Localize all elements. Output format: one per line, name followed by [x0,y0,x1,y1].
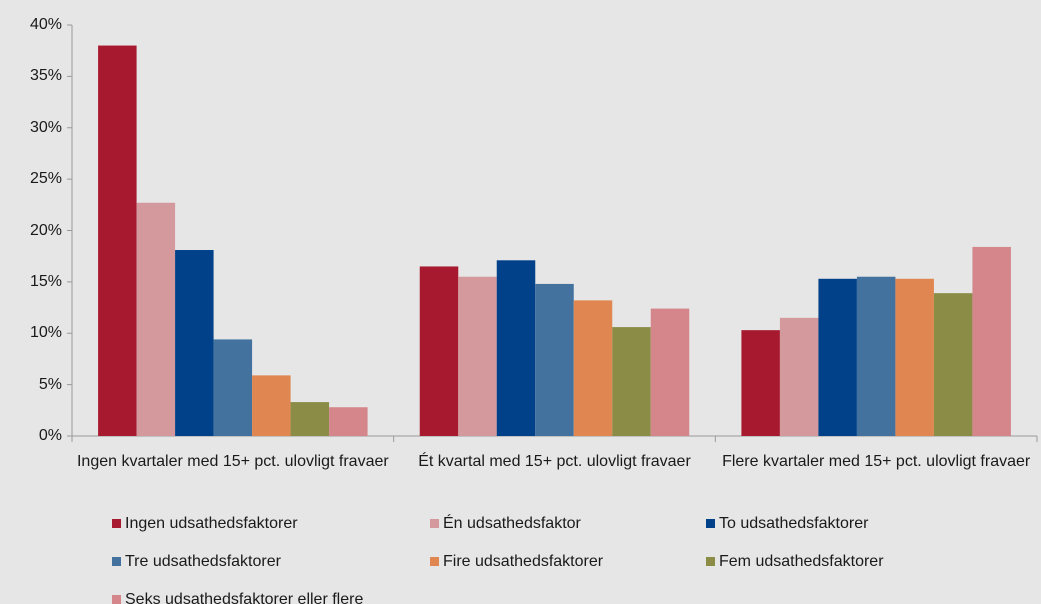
y-tick-label: 40% [29,16,62,33]
bar [741,330,780,436]
x-tick-label: Flere kvartaler med 15+ pct. ulovligt fr… [722,453,1031,470]
y-tick-label: 15% [29,272,62,290]
y-tick-label: 10% [29,324,62,342]
bar [650,308,690,436]
y-tick-label: 20% [29,221,62,239]
bar [329,407,368,436]
legend-label: To udsathedsfaktorer [719,515,869,532]
x-tick-label: Ét kvartal med 15+ pct. ulovligt fravaer [418,453,691,470]
legend-label: Ingen udsathedsfaktorer [125,515,298,532]
legend-label: Fire udsathedsfaktorer [443,553,604,570]
bar [458,276,497,436]
bar [136,202,176,436]
legend-item: Fire udsathedsfaktorer [430,552,603,571]
legend-label: Én udsathedsfaktor [443,515,581,532]
bar [573,300,613,436]
bar [98,45,137,437]
bar [252,375,291,436]
legend-swatch [112,595,121,604]
legend-item: Tre udsathedsfaktorer [112,552,281,571]
legend-item: Én udsathedsfaktor [430,514,581,533]
bar [290,402,330,436]
bar [818,278,857,436]
bar [496,260,536,436]
legend-item: Seks udsathedsfaktorer eller flere [112,590,363,604]
bar [895,278,934,436]
legend-swatch [430,557,439,566]
y-tick-label: 5% [38,375,62,393]
bar [972,246,1011,436]
bar [213,339,253,436]
bar [612,327,651,436]
y-tick-label: 0% [38,427,62,444]
bar [779,317,819,436]
bar [856,276,896,436]
x-tick-label: Ingen kvartaler med 15+ pct. ulovligt fr… [76,453,389,470]
legend-item: To udsathedsfaktorer [706,514,868,533]
legend-swatch [112,519,121,528]
legend-swatch [112,557,121,566]
bar [175,250,214,436]
y-tick-label: 30% [29,118,62,136]
bar [419,266,459,436]
legend-item: Ingen udsathedsfaktorer [112,514,298,533]
legend-item: Fem udsathedsfaktorer [706,552,884,571]
y-tick-label: 25% [29,170,62,188]
legend-swatch [706,519,715,528]
legend-label: Tre udsathedsfaktorer [125,553,281,570]
bar [535,283,574,436]
legend-swatch [430,519,439,528]
legend-swatch [706,557,715,566]
legend-label: Seks udsathedsfaktorer eller flere [125,591,364,604]
legend-label: Fem udsathedsfaktorer [719,553,884,570]
bar [933,293,973,436]
y-tick-label: 35% [29,67,62,85]
